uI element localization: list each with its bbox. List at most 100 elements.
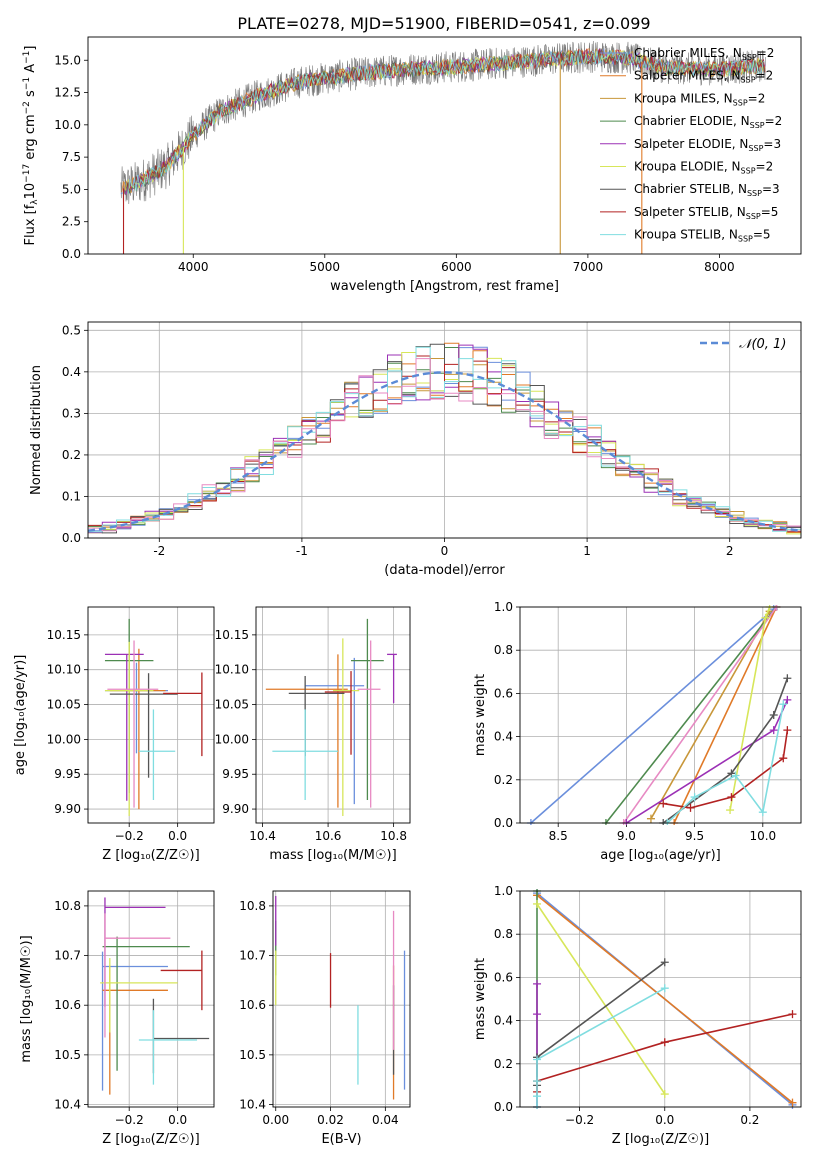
x-tick-label: 0.2: [740, 1113, 759, 1127]
y-tick-label: 9.90: [222, 802, 249, 816]
x-tick-label: 9.5: [685, 829, 704, 843]
massweight-marker: [758, 808, 767, 817]
y-tick-label: 10.7: [239, 949, 266, 963]
x-tick-label: 10.0: [749, 829, 776, 843]
y-tick-label: 10.05: [215, 698, 249, 712]
massweight-marker: [533, 1010, 542, 1019]
y-tick-label: 0.5: [62, 323, 81, 337]
y-tick-label: 1.0: [494, 884, 513, 898]
y-tick-label: 9.90: [54, 802, 81, 816]
massweight-marker: [533, 979, 542, 988]
massweight-marker: [761, 613, 770, 622]
legend-label: Chabrier ELODIE, NSSP=2: [634, 114, 782, 130]
y-tick-label: 10.8: [54, 899, 81, 913]
massweight-marker: [660, 984, 669, 993]
y-tick-label: 0.8: [494, 927, 513, 941]
massweight-vs-metallicity-panel: −0.2 0.0 0.2 0.0 0.2 0.4 0.6 0.8 1.0 Z [log₁₀(Z/Z…: [473, 884, 802, 1147]
axes-frame: [519, 890, 802, 1108]
spectrum-model-line: [127, 49, 765, 194]
massweight-line: [536, 903, 666, 1095]
y-tick-label: 10.0: [54, 118, 81, 132]
y-tick-label: 10.7: [54, 949, 81, 963]
massweight-marker: [533, 1055, 542, 1064]
massweight-marker: [690, 793, 699, 802]
y-tick-label: 10.8: [239, 899, 266, 913]
axes-frame: [519, 606, 802, 824]
massweight-line: [536, 894, 794, 1104]
legend-label-tail: =2: [765, 114, 783, 128]
legend-label: Salpeter ELODIE, NSSP=3: [634, 137, 781, 153]
legend-label-sub: SSP: [742, 53, 757, 62]
y-tick-label: 5.0: [62, 182, 81, 196]
legend-label-tail: =2: [756, 69, 774, 83]
massweight-marker: [727, 769, 736, 778]
y-tick-label: 10.15: [47, 628, 81, 642]
y-tick-label: 0.0: [62, 247, 81, 261]
y-tick-label: 0.6: [494, 686, 513, 700]
legend-label-sub: SSP: [746, 212, 761, 221]
legend-label: Chabrier STELIB, NSSP=3: [634, 182, 780, 198]
x-tick-label: 6000: [441, 260, 472, 274]
massweight-marker: [779, 754, 788, 763]
legend-label: Kroupa MILES, NSSP=2: [634, 91, 765, 107]
x-tick-label: 0.04: [372, 1113, 399, 1127]
x-axis-label: E(B-V): [321, 1132, 361, 1147]
spectrum-observed-line: [120, 40, 766, 205]
massweight-marker: [769, 726, 778, 735]
y-tick-label: 10.00: [215, 732, 249, 746]
normal-distribution-curve: [88, 371, 801, 532]
y-axis-label-part: A: [23, 64, 38, 77]
spectrum-model-line: [125, 49, 766, 193]
y-axis-label-part: −1: [22, 51, 32, 64]
errorbar-data: [265, 618, 397, 817]
axes-frame: [255, 606, 411, 824]
age-vs-mass-panel: 10.4 10.6 10.8 9.90 9.95 10.00 10.05 10.10 10.15…: [215, 606, 411, 863]
x-tick-label: -1: [296, 544, 308, 558]
y-axis-label-part: −17: [22, 164, 32, 183]
y-axis-label-part: λ: [30, 199, 40, 205]
massweight-marker: [686, 803, 695, 812]
massweight-marker: [769, 711, 778, 719]
x-tick-label: 8.5: [549, 829, 568, 843]
x-tick-label: 10.6: [315, 829, 342, 843]
y-axis-label: mass [log₁₀(M/M☉)]: [19, 935, 34, 1062]
massweight-vs-age-panel: 8.5 9.0 9.5 10.0 0.0 0.2 0.4 0.6 0.8 1.0 age [log₁…: [473, 600, 802, 863]
legend-label-tail: =2: [757, 46, 775, 60]
massweight-line: [605, 606, 778, 824]
y-tick-label: 1.0: [494, 600, 513, 614]
residuals-data: [88, 342, 801, 537]
x-axis-label: mass [log₁₀(M/M☉)]: [269, 848, 396, 863]
y-tick-label: 0.4: [494, 1014, 513, 1028]
figure-title: PLATE=0278, MJD=51900, FIBERID=0541, z=0…: [237, 14, 650, 33]
y-axis-label-part: 10: [23, 183, 38, 200]
legend-label-sub: SSP: [750, 121, 765, 130]
massweight-marker: [533, 899, 542, 908]
y-axis-label: age [log₁₀(age/yr)]: [13, 655, 28, 776]
x-axis-label: (data-model)/error: [384, 563, 505, 578]
legend-label: Chabrier MILES, NSSP=2: [634, 46, 774, 62]
x-tick-label: 5000: [310, 260, 341, 274]
x-tick-label: 10.8: [380, 829, 407, 843]
y-tick-label: 10.5: [54, 1048, 81, 1062]
y-tick-label: 0.4: [62, 365, 81, 379]
legend-label-tail: =3: [762, 182, 780, 196]
massweight-marker: [659, 799, 668, 808]
x-axis-label: Z [log₁₀(Z/Z☉)]: [102, 848, 199, 863]
massweight-marker: [726, 806, 735, 815]
residual-histogram-step: [88, 358, 801, 535]
x-tick-label: 4000: [178, 260, 209, 274]
x-tick-label: 0.0: [168, 829, 187, 843]
x-axis-label: Z [log₁₀(Z/Z☉)]: [612, 1132, 709, 1147]
errorbar-data: [104, 618, 203, 817]
massweight-marker: [646, 814, 655, 823]
massweight-marker: [727, 793, 736, 802]
legend-label-sub: SSP: [733, 98, 748, 107]
legend-label-tail: =3: [763, 137, 781, 151]
axes-frame: [87, 606, 215, 824]
legend-label-sub: SSP: [738, 235, 753, 244]
x-tick-label: 8000: [704, 260, 735, 274]
y-tick-label: 0.3: [62, 406, 81, 420]
legend-label-sub: SSP: [748, 144, 763, 153]
massweight-marker: [533, 1092, 542, 1101]
